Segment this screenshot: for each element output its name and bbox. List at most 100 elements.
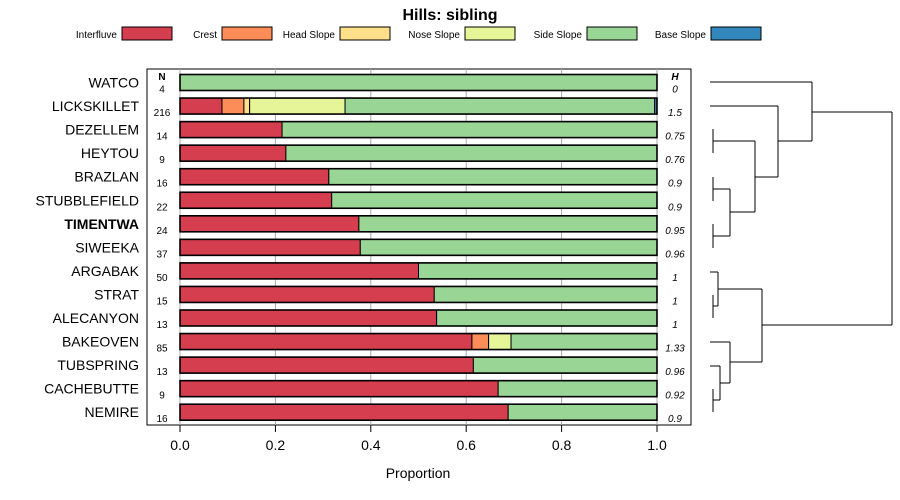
bar-segment	[507, 403, 658, 421]
h-value: 1.33	[665, 344, 685, 355]
h-value: 0.9	[668, 414, 682, 425]
x-axis-label: Proportion	[386, 465, 451, 481]
n-value: 9	[159, 155, 165, 166]
bar-segment	[471, 333, 490, 351]
bar-segment	[179, 97, 223, 115]
h-value: 0.96	[665, 249, 685, 260]
bar-segment	[221, 97, 245, 115]
row-label: DEZELLEM	[65, 122, 139, 138]
bar-segment	[510, 333, 658, 351]
x-tick-label: 0.8	[552, 437, 572, 453]
bar-outline	[179, 403, 658, 422]
bar-outline	[179, 73, 658, 92]
n-value: 14	[156, 132, 168, 143]
row-labels: WATCO LICKSKILLET DEZELLEM HEYTOU BRAZLAN STU…	[36, 75, 140, 421]
x-tick-label: 1.0	[647, 437, 667, 453]
row-label: NEMIRE	[85, 404, 139, 420]
h-value: 1	[672, 320, 678, 331]
h-value: 0.92	[665, 391, 685, 402]
x-axis: 0.0 0.2 0.4 0.6 0.8 1.0	[170, 425, 667, 453]
legend-swatch	[339, 26, 391, 41]
h-value: 1	[672, 296, 678, 307]
n-value: 24	[156, 226, 168, 237]
n-value: 22	[156, 202, 168, 213]
bar-segment	[179, 333, 473, 351]
row-label: WATCO	[88, 75, 139, 91]
row-label: SIWEEKA	[75, 239, 139, 255]
bar-segment	[281, 121, 658, 139]
h-value: 0.96	[665, 367, 685, 378]
bar-outline	[179, 97, 658, 115]
bar-segment	[418, 262, 658, 280]
n-labels: 4 216 14 9 16 22 24 37 50 15 13 85 13 9 16	[154, 85, 171, 426]
n-value: 16	[156, 179, 168, 190]
bar-segment	[436, 309, 658, 327]
dendrogram-branch	[754, 141, 778, 212]
h-value: 0.75	[665, 132, 685, 143]
n-value: 16	[156, 414, 168, 425]
bar-segment	[344, 97, 656, 115]
dendrogram-branch	[811, 82, 892, 141]
bar-outline	[179, 309, 658, 327]
n-value: 50	[156, 273, 168, 284]
bar-outline	[179, 262, 658, 280]
plot-frame	[146, 68, 692, 426]
legend: Interfluve Crest Head Slope Nose Slope Side …	[76, 26, 762, 41]
bar-segment	[328, 168, 658, 186]
bar-segment	[179, 215, 360, 233]
bar-segment	[179, 144, 287, 162]
bar-segment	[179, 74, 658, 91]
bars	[179, 73, 658, 422]
n-header: N	[158, 72, 165, 83]
legend-swatch	[121, 26, 173, 41]
h-value: 0	[672, 85, 678, 96]
row-label: ALECANYON	[53, 310, 139, 326]
h-value: 0.9	[668, 179, 682, 190]
bar-segment	[179, 309, 438, 327]
bar-segment	[488, 333, 512, 351]
bar-segment	[179, 285, 435, 303]
bar-outline	[179, 285, 658, 304]
n-value: 85	[156, 344, 168, 355]
n-value: 37	[156, 249, 168, 260]
n-value: 13	[156, 367, 168, 378]
legend-swatch	[586, 26, 638, 41]
dendrogram-branch	[777, 106, 812, 177]
dendrogram-branch	[761, 289, 892, 362]
bar-segment	[497, 380, 658, 398]
bar-outline	[179, 356, 658, 374]
bar-segment	[331, 191, 658, 209]
bar-segment	[179, 262, 419, 280]
bar-outline	[179, 167, 658, 186]
bar-outline	[179, 238, 658, 257]
row-label: TIMENTWA	[64, 216, 139, 232]
legend-swatch	[221, 26, 273, 41]
bar-outline	[179, 191, 658, 210]
dendrogram-branch	[729, 342, 762, 383]
bar-outline	[179, 332, 658, 351]
dendrogram-branch	[729, 189, 755, 236]
h-value: 1	[672, 273, 678, 284]
bar-segment	[285, 144, 658, 162]
legend-swatch	[464, 26, 516, 41]
n-value: 13	[156, 320, 168, 331]
dendrogram	[710, 81, 893, 412]
dendrogram-branch	[717, 272, 724, 306]
bar-segment	[359, 238, 658, 256]
row-label: STRAT	[94, 286, 139, 302]
dendrogram-branch	[712, 389, 720, 412]
bar-segment	[179, 380, 499, 398]
row-label: STUBBLEFIELD	[36, 192, 139, 208]
dendrogram-branch	[712, 129, 718, 153]
row-label: BAKEOVEN	[62, 334, 139, 350]
legend-label: Head Slope	[283, 30, 336, 41]
row-label: BRAZLAN	[74, 169, 139, 185]
bar-segment	[179, 168, 330, 186]
x-tick-label: 0.4	[361, 437, 381, 453]
bar-segment	[179, 356, 474, 374]
h-header: H	[671, 72, 679, 83]
h-labels: 0 1.5 0.75 0.76 0.9 0.9 0.95 0.96 1 1 1 1.33 0.96 0.9…	[665, 85, 685, 426]
n-value: 4	[159, 85, 165, 96]
h-value: 1.5	[668, 108, 682, 119]
